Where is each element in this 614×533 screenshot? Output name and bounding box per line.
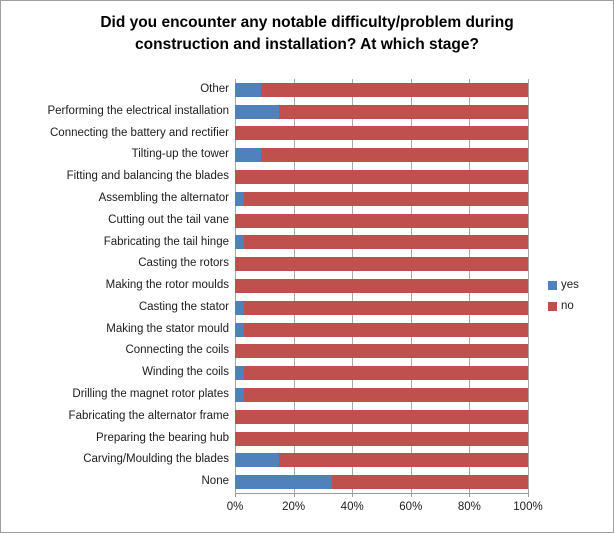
chart-title-line1: Did you encounter any notable difficulty… xyxy=(100,14,514,31)
x-tick-label: 100% xyxy=(513,501,543,513)
bar-row xyxy=(235,366,528,381)
legend-label-no: no xyxy=(561,300,574,312)
x-tick-mark xyxy=(469,493,471,497)
category-label: Assembling the alternator xyxy=(98,191,229,204)
legend-item-no: no xyxy=(548,300,579,312)
bar-segment-yes xyxy=(235,104,279,119)
bar-segment-no xyxy=(278,453,528,468)
legend-item-yes: yes xyxy=(548,279,579,291)
category-label: Performing the electrical installation xyxy=(47,104,229,117)
bar-row xyxy=(235,300,528,315)
bar-segment-yes xyxy=(235,191,244,206)
x-tick-label: 60% xyxy=(399,501,423,513)
x-tick-mark xyxy=(235,493,236,497)
bar-row xyxy=(235,148,528,163)
bar-row xyxy=(235,82,528,97)
bar-segment-yes xyxy=(235,387,244,402)
category-label: Drilling the magnet rotor plates xyxy=(72,388,229,401)
bar-segment-no xyxy=(243,366,528,381)
bar-segment-no xyxy=(235,431,528,446)
bar-segment-yes xyxy=(235,235,244,250)
bar-segment-no xyxy=(243,235,528,250)
bar-row xyxy=(235,453,528,468)
legend-label-yes: yes xyxy=(561,279,579,291)
bar-segment-no xyxy=(243,191,528,206)
x-tick-mark xyxy=(352,493,354,497)
bar-row xyxy=(235,126,528,141)
bar-row xyxy=(235,191,528,206)
bar-segment-no xyxy=(331,475,528,490)
legend: yes no xyxy=(548,279,579,321)
bar-row xyxy=(235,104,528,119)
y-axis-labels: Other Performing the electrical installat… xyxy=(1,79,229,493)
bar-segment-no xyxy=(235,279,528,293)
category-label: Carving/Moulding the blades xyxy=(83,453,229,466)
legend-swatch-no-icon xyxy=(548,301,557,311)
bar-segment-yes xyxy=(235,366,244,381)
bar-row xyxy=(235,322,528,337)
category-label: Fitting and balancing the blades xyxy=(66,170,229,183)
bar-segment-no xyxy=(235,170,528,185)
category-label: Fabricating the alternator frame xyxy=(68,409,229,422)
bar-segment-no xyxy=(261,82,528,97)
category-label: Casting the rotors xyxy=(138,257,229,270)
bar-segment-no xyxy=(235,126,528,141)
category-label: Connecting the battery and rectifier xyxy=(50,126,229,139)
bar-segment-no xyxy=(235,344,528,359)
bar-segment-no xyxy=(243,300,528,315)
x-tick-label: 20% xyxy=(282,501,306,513)
category-label: Connecting the coils xyxy=(125,344,229,357)
plot-area xyxy=(235,79,529,493)
category-label: Other xyxy=(200,83,229,95)
x-axis-line xyxy=(235,493,529,494)
category-label: Preparing the bearing hub xyxy=(96,431,229,444)
chart-title-line2: construction and installation? At which … xyxy=(135,36,479,53)
bar-segment-no xyxy=(243,322,528,337)
bar-row xyxy=(235,475,528,490)
bar-segment-yes xyxy=(235,453,279,468)
category-label: Cutting out the tail vane xyxy=(108,213,229,226)
category-label: Casting the stator xyxy=(138,300,229,313)
bar-segment-yes xyxy=(235,82,262,97)
chart-title: Did you encounter any notable difficulty… xyxy=(1,12,613,56)
bar-row xyxy=(235,170,528,185)
gridline xyxy=(528,79,529,493)
bar-segment-yes xyxy=(235,300,244,315)
bar-segment-yes xyxy=(235,322,244,337)
bar-segment-no xyxy=(243,387,528,402)
category-label: Making the stator mould xyxy=(106,322,229,335)
category-label: Tilting-up the tower xyxy=(131,148,229,161)
bar-segment-no xyxy=(261,148,528,163)
x-tick-label: 80% xyxy=(457,501,481,513)
category-label: Making the rotor moulds xyxy=(105,279,229,292)
category-label: Winding the coils xyxy=(142,366,229,379)
x-tick-mark xyxy=(410,493,412,497)
x-tick-mark xyxy=(528,493,529,497)
bar-row xyxy=(235,387,528,402)
bar-segment-no xyxy=(235,409,528,424)
bar-segment-yes xyxy=(235,475,332,490)
category-label: Fabricating the tail hinge xyxy=(103,235,229,248)
x-tick-label: 40% xyxy=(340,501,364,513)
bar-row xyxy=(235,235,528,250)
bar-row xyxy=(235,409,528,424)
category-label: None xyxy=(201,475,230,488)
bar-row xyxy=(235,431,528,446)
bar-segment-no xyxy=(278,104,528,119)
bar-row xyxy=(235,279,528,293)
bar-row xyxy=(235,213,528,228)
bar-segment-no xyxy=(235,257,528,272)
bar-row xyxy=(235,344,528,359)
bar-row xyxy=(235,257,528,272)
x-tick-label: 0% xyxy=(226,501,244,513)
legend-swatch-yes-icon xyxy=(548,280,557,290)
x-tick-mark xyxy=(293,493,295,497)
bar-segment-no xyxy=(235,213,528,228)
bar-segment-yes xyxy=(235,148,262,163)
